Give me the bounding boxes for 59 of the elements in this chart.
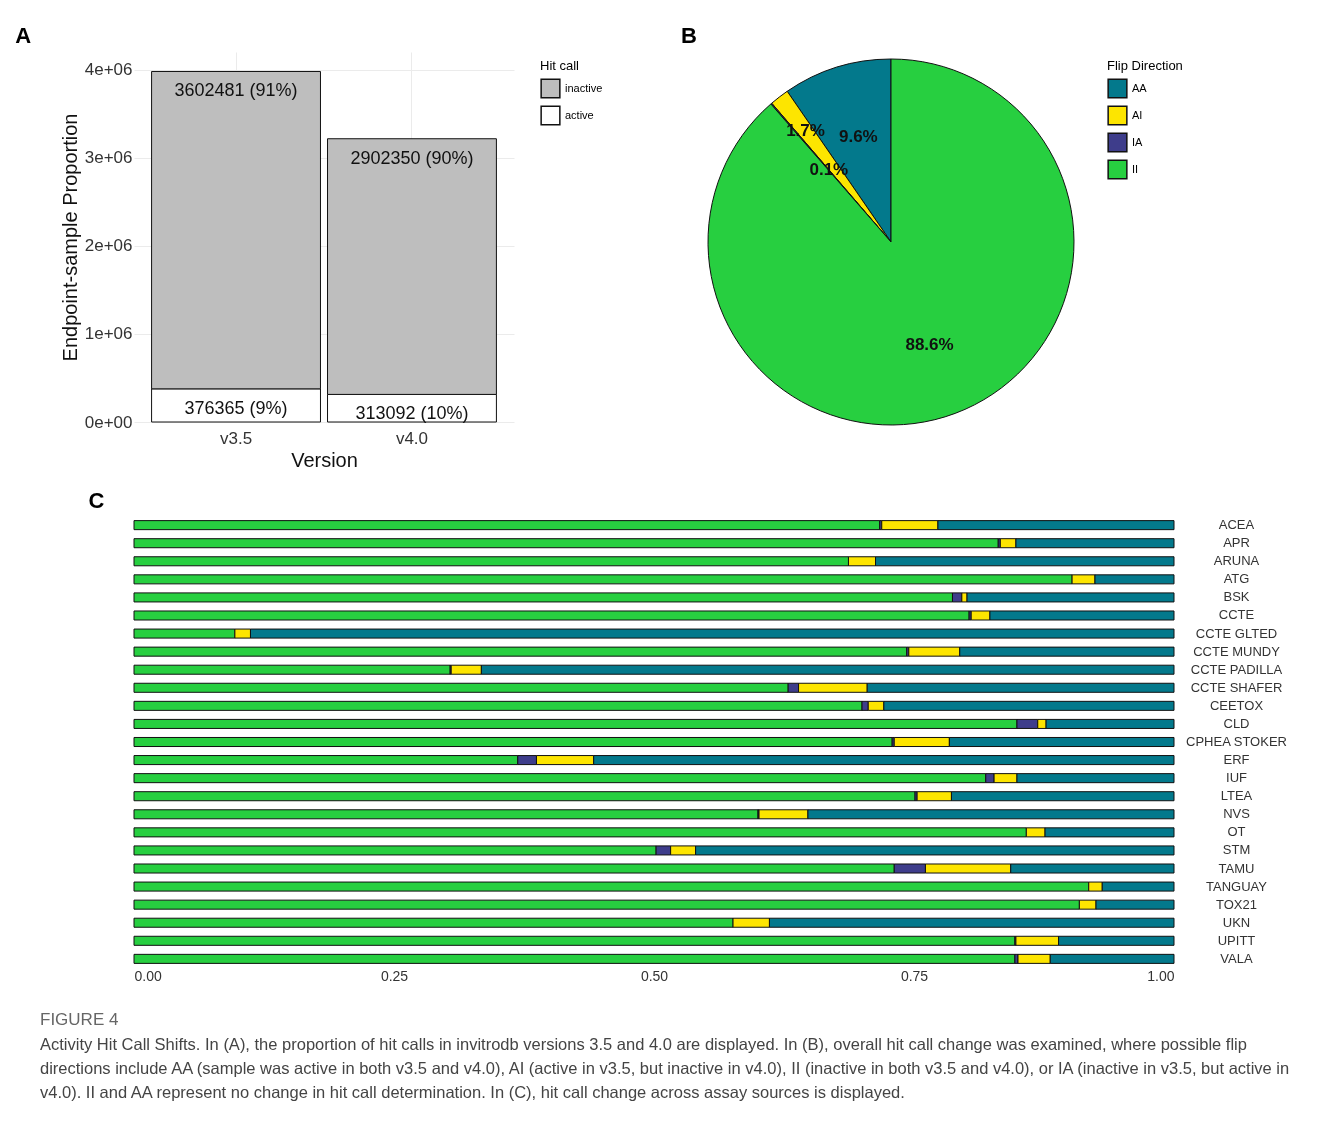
- y-tick-label: TOX21: [1216, 896, 1257, 912]
- y-tick-label: IUF: [1226, 770, 1248, 786]
- legend-label: IA: [1132, 135, 1144, 148]
- y-tick-label: CPHEA STOKER: [1186, 734, 1287, 749]
- data-label: 3602481 (91%): [174, 80, 298, 101]
- legend-title: Flip Direction: [1107, 58, 1183, 73]
- y-tick-label: TAMU: [1218, 860, 1255, 876]
- legend-label: AI: [1132, 108, 1143, 121]
- y-tick-label: APR: [1223, 535, 1250, 551]
- y-tick-label: ARUNA: [1213, 553, 1260, 569]
- x-axis-title: Version: [291, 448, 358, 471]
- y-tick-label: ACEA: [1218, 517, 1255, 533]
- chart-title: B: [681, 23, 697, 48]
- y-tick-label: LTEA: [1220, 788, 1253, 804]
- legend-label: AA: [1132, 81, 1148, 94]
- data-label: 88.6%: [905, 335, 954, 355]
- legend-label: active: [565, 108, 594, 121]
- y-tick-label: OT: [1227, 824, 1246, 840]
- x-tick-label: 0.00: [134, 967, 162, 984]
- y-tick-label: NVS: [1223, 806, 1251, 822]
- y-tick-label: 2e+06: [84, 236, 133, 256]
- y-tick-label: ERF: [1223, 752, 1250, 768]
- y-tick-label: TANGUAY: [1206, 878, 1268, 894]
- y-tick-label: CCTE PADILLA: [1190, 661, 1283, 677]
- caption: FIGURE 4: [40, 1009, 120, 1031]
- data-label: 313092 (10%): [355, 403, 469, 424]
- x-tick-label: 0.25: [380, 967, 409, 984]
- legend-label: inactive: [565, 81, 603, 94]
- data-label: 376365 (9%): [184, 397, 288, 418]
- y-tick-label: CLD: [1223, 715, 1250, 731]
- y-tick-label: UKN: [1222, 914, 1251, 930]
- y-tick-label: STM: [1222, 842, 1251, 858]
- x-tick-label: 0.75: [900, 967, 929, 984]
- y-tick-label: ATG: [1223, 571, 1250, 587]
- data-label: 9.6%: [838, 126, 878, 146]
- y-tick-label: CCTE SHAFER: [1190, 679, 1283, 695]
- data-label: 1.7%: [786, 121, 825, 141]
- x-tick-label: 0.50: [640, 967, 669, 984]
- y-tick-label: 4e+06: [84, 60, 133, 80]
- text: Activity Hit Call Shifts. In (A), the proportion of hit calls in invitrodb versions 3.5 and 4.0 are displayed. In (B), overall hit call change was examined, where possible flip directions include AA (sample was active in both v3.5 and v4.0), AI (active in v3.5, but inactive in v4.0), II (inactive in both v3.5 and v4.0), or IA (inactive in v3.5, but active in v4.0). II and AA represent no change in hit call determination. In (C), hit call change across assay sources is displayed.: [40, 1034, 1291, 1103]
- chart-title: A: [15, 23, 32, 48]
- x-tick-label: 1.00: [1147, 967, 1175, 984]
- legend-label: II: [1132, 162, 1139, 175]
- y-tick-label: 3e+06: [84, 148, 133, 168]
- y-tick-label: VALA: [1220, 950, 1253, 966]
- chart-title: C: [88, 488, 105, 513]
- y-tick-label: 1e+06: [84, 324, 133, 344]
- x-tick-label: v4.0: [395, 428, 429, 448]
- x-tick-label: v3.5: [219, 428, 253, 448]
- y-tick-label: CCTE: [1218, 607, 1255, 623]
- y-tick-label: CEETOX: [1209, 697, 1264, 713]
- y-axis-title: Endpoint-sample Proportion: [58, 113, 81, 362]
- legend-title: Hit call: [540, 58, 580, 73]
- y-tick-label: CCTE GLTED: [1195, 625, 1278, 641]
- y-tick-label: BSK: [1223, 589, 1250, 605]
- data-label: 2902350 (90%): [350, 147, 474, 168]
- y-tick-label: UPITT: [1217, 932, 1256, 948]
- y-tick-label: 0e+00: [84, 412, 133, 432]
- y-tick-label: CCTE MUNDY: [1193, 643, 1281, 659]
